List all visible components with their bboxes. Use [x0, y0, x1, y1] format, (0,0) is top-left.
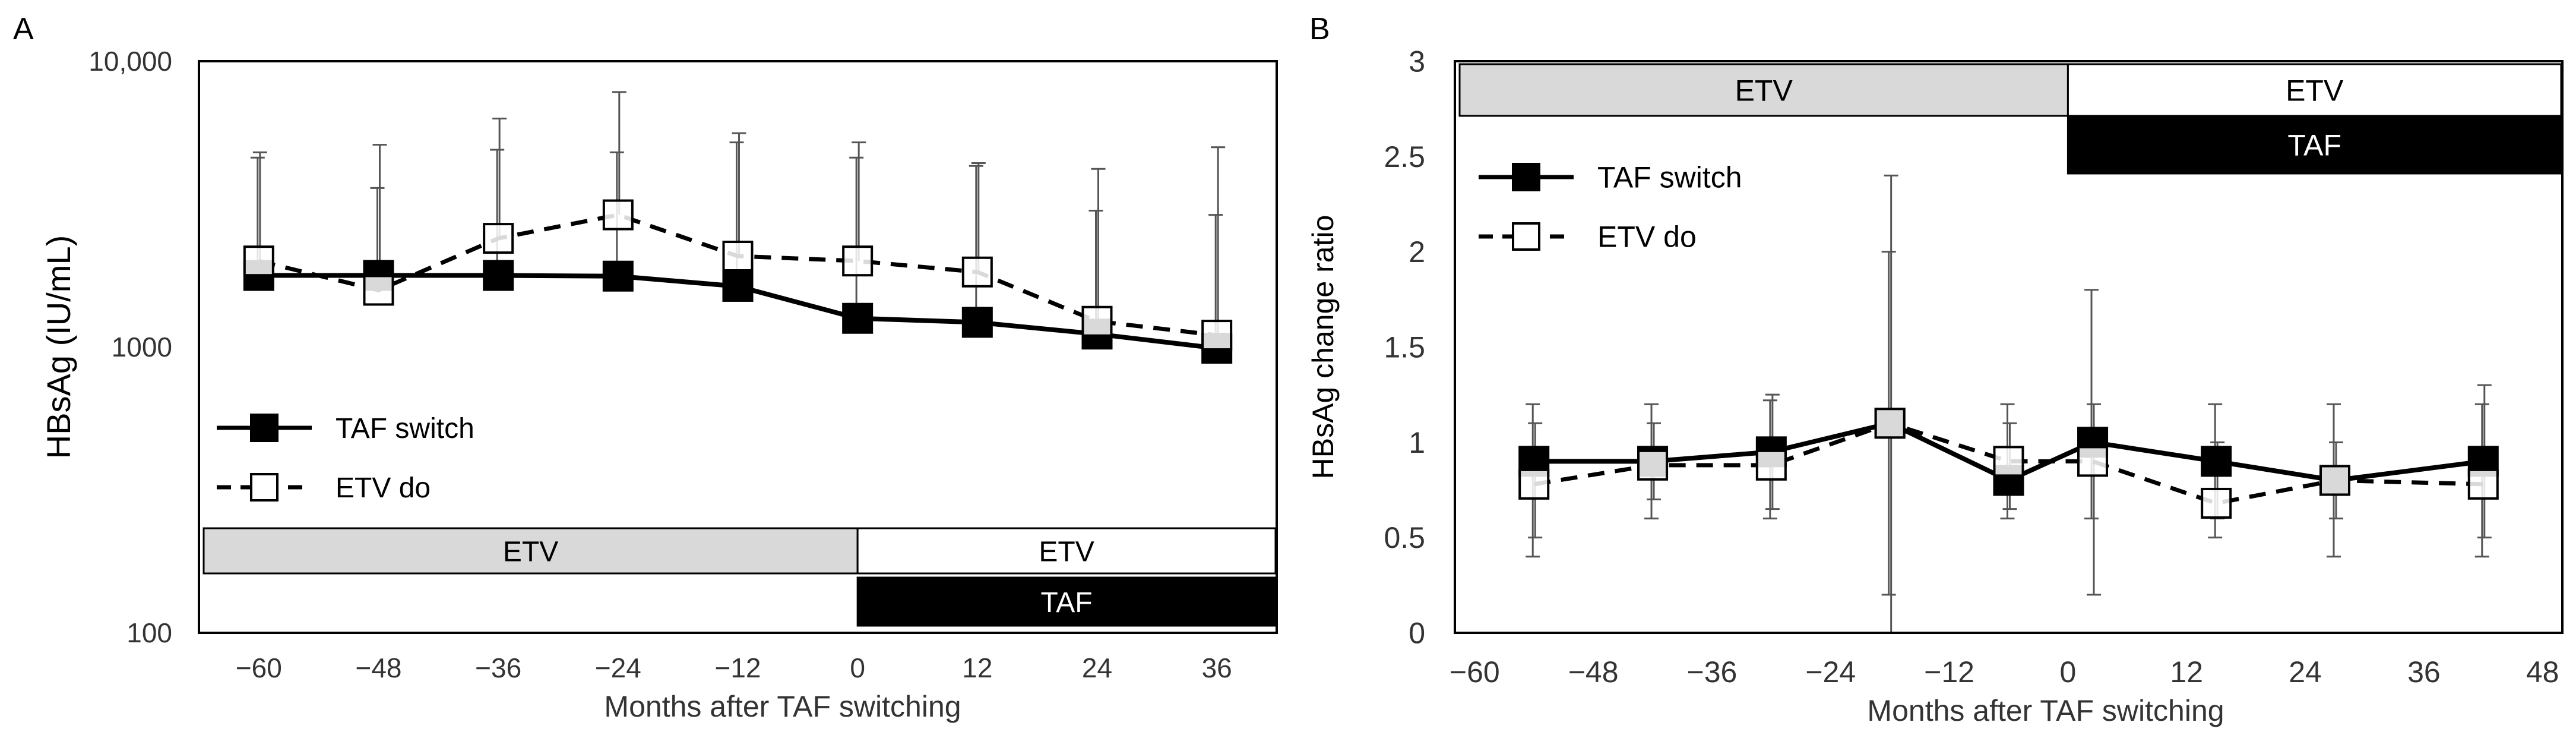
data-point-etv-do: [243, 245, 274, 277]
x-tick-label: 0: [2060, 655, 2077, 689]
panel-a-treatment-bars: ETV ETV TAF: [202, 527, 1277, 627]
x-tick-label: −36: [475, 652, 521, 683]
treatment-bar-label: TAF: [2287, 129, 2341, 162]
panel-a-plot-frame: [198, 60, 1278, 634]
legend-marker-open-square: [250, 473, 279, 502]
legend-label: ETV do: [336, 472, 431, 504]
panel-a-legend: TAF switch ETV do: [217, 413, 474, 504]
treatment-bar: [2067, 115, 2562, 175]
x-tick-label: 24: [1082, 652, 1112, 683]
panel-b-x-axis-label: Months after TAF switching: [1867, 694, 2224, 727]
data-point-taf-switch: [961, 307, 993, 338]
x-tick-label: 0: [850, 652, 865, 683]
data-point-etv-do: [2319, 465, 2351, 496]
x-tick-label: −24: [1805, 655, 1856, 689]
panel-a-error-bars: [250, 91, 1226, 349]
panel-a-x-axis-label: Months after TAF switching: [604, 690, 961, 723]
panel-a-x-ticks: −60 −48 −36 −24 −12 0 12 24 36: [236, 652, 1232, 683]
legend-label: TAF switch: [336, 413, 474, 444]
x-tick-label: −60: [236, 652, 282, 683]
data-point-etv-do: [961, 256, 993, 288]
panel-a-label: A: [13, 12, 34, 46]
x-tick-label: −24: [595, 652, 641, 683]
legend-label: ETV do: [1597, 220, 1697, 254]
treatment-bar: [202, 527, 859, 575]
data-point-etv-do: [2077, 446, 2109, 477]
panel-b: B ETV ETV TAF 0 0.5 1 1.5 2 2.5 3 −60 −48 −36 −24 −1…: [1306, 12, 2564, 727]
panel-a-markers: [243, 199, 1233, 364]
y-tick-label: 3: [1409, 45, 1425, 78]
legend-marker-open-square: [1512, 222, 1540, 251]
data-point-etv-do: [1201, 320, 1233, 351]
panel-b-y-ticks: 0 0.5 1 1.5 2 2.5 3: [1384, 45, 1425, 650]
data-point-etv-do: [1518, 468, 1550, 500]
x-tick-label: −12: [1924, 655, 1974, 689]
y-tick-label: 0.5: [1384, 521, 1425, 554]
data-point-taf-switch: [722, 270, 754, 302]
data-point-taf-switch: [602, 260, 634, 292]
x-tick-label: −60: [1450, 655, 1500, 689]
y-tick-label: 1: [1409, 426, 1425, 459]
x-tick-label: 48: [2526, 655, 2559, 689]
treatment-bar-label: ETV: [1735, 74, 1793, 108]
panel-a-y-axis-label: HBsAg (IU/mL): [40, 235, 77, 459]
legend-marker-filled-square: [1512, 163, 1540, 191]
x-tick-label: −12: [714, 652, 761, 683]
x-tick-label: 36: [2407, 655, 2441, 689]
y-tick-label: 1000: [112, 332, 172, 362]
data-point-etv-do: [1874, 408, 1906, 439]
legend-marker-filled-square: [250, 414, 279, 442]
treatment-bar-label: ETV: [503, 536, 558, 567]
data-point-etv-do: [842, 245, 874, 277]
data-point-etv-do: [1993, 446, 2024, 477]
data-point-taf-switch: [2201, 446, 2232, 477]
treatment-bar: [856, 527, 1277, 575]
panel-b-x-ticks: −60 −48 −36 −24 −12 0 12 24 36 48: [1450, 655, 2559, 689]
treatment-bar-label: TAF: [1041, 587, 1093, 619]
panel-b-markers: [1518, 408, 2499, 519]
panel-b-y-axis-label: HBsAg change ratio: [1306, 215, 1340, 480]
y-tick-label: 2.5: [1384, 140, 1425, 174]
data-point-etv-do: [363, 275, 394, 306]
y-tick-label: 10,000: [88, 46, 172, 77]
panel-a: A ETV ETV TAF 100 1000 10,000 −60 −48 −36 −24 −1…: [13, 12, 1278, 723]
treatment-bar: [1458, 63, 2069, 117]
panel-b-legend: TAF switch ETV do: [1479, 161, 1742, 254]
data-point-etv-do: [602, 199, 634, 231]
treatment-bar-label: ETV: [2286, 74, 2344, 108]
data-point-etv-do: [1755, 449, 1787, 481]
data-point-etv-do: [1637, 449, 1669, 481]
panel-b-plot-frame: [1454, 60, 2564, 634]
data-point-etv-do: [483, 223, 514, 254]
x-tick-label: 12: [2170, 655, 2203, 689]
treatment-bar: [856, 576, 1277, 627]
y-tick-label: 100: [126, 617, 172, 648]
data-point-taf-switch: [842, 302, 874, 334]
panel-a-y-ticks: 100 1000 10,000: [88, 46, 172, 648]
y-tick-label: 1.5: [1384, 331, 1425, 364]
data-point-etv-do: [1081, 305, 1113, 337]
data-point-etv-do: [2201, 487, 2232, 519]
y-tick-label: 2: [1409, 235, 1425, 269]
x-tick-label: 36: [1202, 652, 1232, 683]
panel-b-label: B: [1309, 12, 1330, 46]
x-tick-label: 24: [2289, 655, 2322, 689]
data-point-etv-do: [722, 241, 754, 272]
x-tick-label: 12: [962, 652, 992, 683]
x-tick-label: −48: [1568, 655, 1619, 689]
data-point-etv-do: [2467, 468, 2499, 500]
treatment-bar-label: ETV: [1039, 536, 1094, 567]
x-tick-label: −48: [355, 652, 401, 683]
data-point-taf-switch: [483, 260, 514, 291]
panel-b-treatment-bars: ETV ETV TAF: [1458, 63, 2562, 175]
legend-label: TAF switch: [1597, 161, 1742, 194]
y-tick-label: 0: [1409, 617, 1425, 650]
x-tick-label: −36: [1687, 655, 1738, 689]
